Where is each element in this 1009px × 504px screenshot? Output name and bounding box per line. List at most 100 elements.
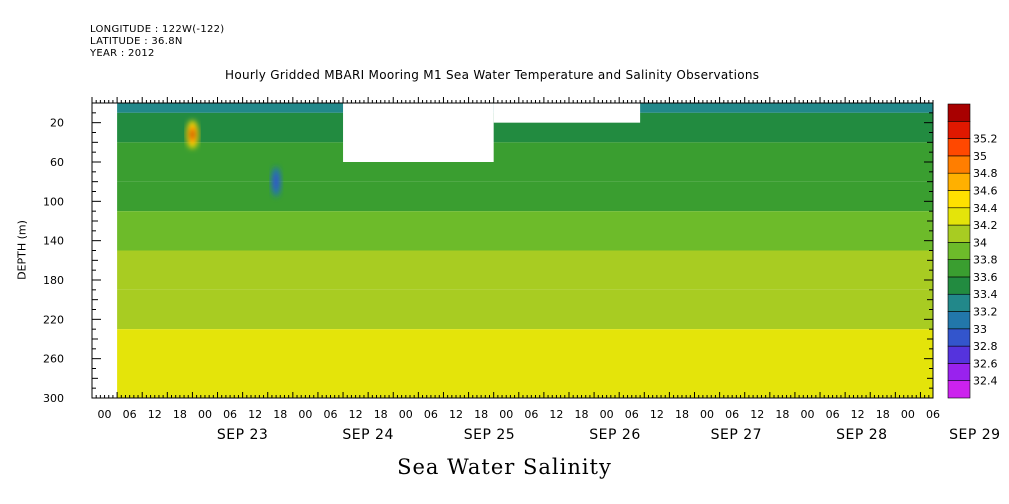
- colorbar-label: 33.6: [973, 271, 998, 284]
- colorbar-segment: [947, 242, 971, 260]
- x-hour-label: 18: [675, 408, 689, 421]
- x-hour-label: 12: [549, 408, 563, 421]
- colorbar-label: 33.2: [973, 306, 998, 319]
- x-hour-label: 06: [424, 408, 438, 421]
- missing-data-region: [343, 103, 494, 162]
- colorbar-segment: [947, 328, 971, 347]
- colorbar-label: 33.8: [973, 254, 998, 267]
- x-hour-label: 00: [499, 408, 513, 421]
- x-day-label: SEP 26: [589, 427, 640, 443]
- colorbar-segment: [947, 311, 971, 330]
- x-hour-label: 06: [625, 408, 639, 421]
- x-hour-label: 00: [700, 408, 714, 421]
- colorbar-segment: [947, 276, 971, 295]
- x-hour-label: 18: [775, 408, 789, 421]
- x-hour-label: 00: [901, 408, 915, 421]
- chart-title: Hourly Gridded MBARI Mooring M1 Sea Wate…: [225, 68, 760, 82]
- x-hour-label: 06: [123, 408, 137, 421]
- x-hour-label: 12: [449, 408, 463, 421]
- x-hour-label: 18: [374, 408, 388, 421]
- x-hour-label: 00: [600, 408, 614, 421]
- colorbar-label: 34.6: [973, 184, 998, 197]
- colorbar-label: 32.8: [973, 340, 998, 353]
- colorbar-label: 35.2: [973, 133, 998, 146]
- colorbar-segment: [947, 120, 971, 139]
- colorbar-segment: [947, 293, 971, 312]
- colorbar-segment: [947, 259, 971, 278]
- x-hour-label: 18: [876, 408, 890, 421]
- latitude-label: LATITUDE : 36.8N: [90, 36, 183, 47]
- x-axis-title: Sea Water Salinity: [397, 455, 612, 479]
- x-hour-label: 00: [800, 408, 814, 421]
- depth-band: [92, 289, 933, 330]
- colorbar-segment: [947, 155, 971, 174]
- colorbar-segment: [947, 224, 971, 243]
- x-hour-label: 12: [650, 408, 664, 421]
- colorbar-segment: [947, 207, 971, 226]
- depth-band: [92, 329, 933, 398]
- plot-area: [92, 103, 933, 398]
- x-hour-label: 00: [198, 408, 212, 421]
- colorbar-label: 34: [973, 236, 987, 249]
- x-day-label: SEP 27: [711, 427, 762, 443]
- missing-data-region: [92, 103, 118, 398]
- x-day-label: SEP 28: [836, 427, 887, 443]
- x-hour-label: 00: [399, 408, 413, 421]
- colorbar-label: 35: [973, 150, 987, 163]
- colorbar-label: 32.6: [973, 357, 998, 370]
- colorbar-label: 34.4: [973, 202, 998, 215]
- year-label: YEAR : 2012: [90, 48, 155, 59]
- y-tick-label: 300: [43, 392, 64, 405]
- x-hour-label: 06: [223, 408, 237, 421]
- x-day-label: SEP 24: [342, 427, 393, 443]
- x-hour-label: 12: [148, 408, 162, 421]
- y-tick-label: 140: [43, 235, 64, 248]
- y-tick-label: 100: [43, 195, 64, 208]
- x-hour-label: 06: [926, 408, 940, 421]
- x-hour-label: 12: [248, 408, 262, 421]
- colorbar-label: 34.8: [973, 167, 998, 180]
- x-hour-label: 00: [298, 408, 312, 421]
- y-tick-label: 220: [43, 313, 64, 326]
- anomaly-core: [190, 130, 195, 139]
- anomaly-core: [273, 172, 280, 191]
- colorbar-segment: [947, 103, 971, 122]
- longitude-label: LONGITUDE : 122W(-122): [90, 24, 225, 35]
- colorbar-segment: [947, 363, 971, 382]
- colorbar-segment: [947, 172, 971, 191]
- colorbar-segment: [947, 380, 971, 399]
- x-hour-label: 06: [524, 408, 538, 421]
- metadata-block: LONGITUDE : 122W(-122) LATITUDE : 36.8N …: [90, 24, 225, 60]
- x-hour-label: 18: [273, 408, 287, 421]
- colorbar-segment: [947, 138, 971, 157]
- missing-data-region: [493, 103, 641, 123]
- y-tick-label: 20: [50, 117, 64, 130]
- colorbar-segment: [947, 190, 971, 209]
- y-tick-label: 180: [43, 274, 64, 287]
- x-day-label: SEP 23: [217, 427, 268, 443]
- x-hour-label: 18: [575, 408, 589, 421]
- colorbar-label: 34.2: [973, 219, 998, 232]
- y-tick-label: 260: [43, 353, 64, 366]
- x-hour-label: 12: [851, 408, 865, 421]
- axes: 20 60 100 140 180 220 260 300 00 06 12 18 00 06 12 18 00…: [43, 97, 1000, 443]
- y-tick-label: 60: [50, 156, 64, 169]
- x-hour-label: 18: [173, 408, 187, 421]
- colorbar-segment: [947, 345, 971, 364]
- x-hour-label: 06: [725, 408, 739, 421]
- x-hour-label: 12: [750, 408, 764, 421]
- x-hour-label: 12: [349, 408, 363, 421]
- x-day-label: SEP 25: [464, 427, 515, 443]
- x-hour-label: 00: [98, 408, 112, 421]
- depth-band: [92, 142, 933, 182]
- salinity-anomaly: [186, 120, 199, 149]
- depth-band: [92, 181, 933, 212]
- colorbar-label: 33: [973, 323, 987, 336]
- salinity-anomaly: [271, 166, 282, 197]
- x-day-label: SEP 29: [949, 427, 1000, 443]
- colorbar-label: 32.4: [973, 375, 998, 388]
- depth-band: [92, 250, 933, 290]
- x-hour-label: 18: [474, 408, 488, 421]
- x-hour-label: 06: [826, 408, 840, 421]
